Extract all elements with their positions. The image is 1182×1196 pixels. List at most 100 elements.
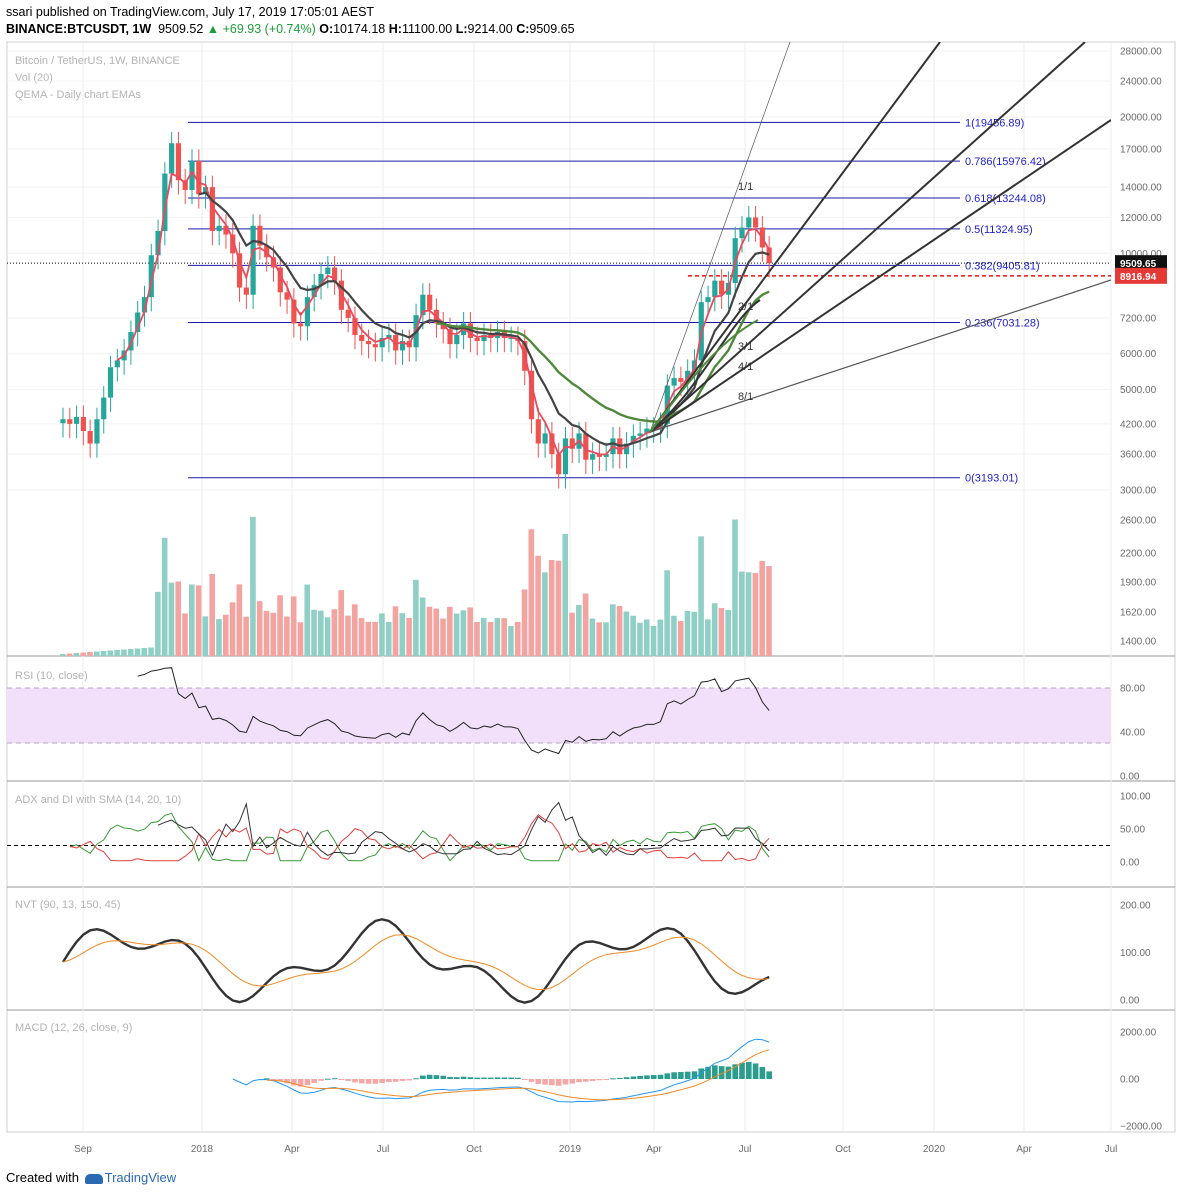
candle-body [230, 234, 236, 254]
x-tick-label: 2018 [191, 1144, 214, 1155]
price-change: ▲ +69.93 (+0.74%) [206, 22, 316, 36]
macd-histogram-bar [678, 1072, 684, 1079]
candle-body [284, 292, 290, 300]
candle-body [169, 143, 175, 174]
volume-bar [623, 611, 630, 656]
footer-brand: TradingView [104, 1170, 177, 1185]
volume-bar [318, 610, 324, 656]
macd-histogram-bar [440, 1075, 447, 1079]
line-price-tag-label: 8916.94 [1120, 272, 1157, 283]
volume-bar [80, 652, 86, 656]
volume-bar [609, 604, 616, 656]
volume-bar [148, 647, 154, 656]
candle-body [345, 309, 351, 318]
volume-bar [766, 566, 772, 656]
candle-body [141, 297, 148, 313]
y-tick-label: 6000.00 [1120, 349, 1157, 360]
volume-bar [392, 606, 399, 656]
x-tick-label: Apr [284, 1144, 300, 1155]
volume-bar [290, 596, 297, 656]
volume-bar [365, 621, 372, 656]
volume-bar [229, 602, 236, 656]
y-tick-label: 7200.00 [1120, 313, 1157, 324]
fib-level-label: 0.236(7031.28) [965, 318, 1040, 330]
di-plus-line [69, 812, 770, 862]
macd-histogram-bar [447, 1076, 453, 1079]
candle-body [107, 367, 114, 398]
volume-bar [338, 590, 344, 656]
volume-bar [582, 593, 589, 656]
y-tick-label: 3600.00 [1120, 450, 1157, 461]
volume-bar [739, 571, 745, 656]
macd-histogram-bar [745, 1062, 752, 1079]
volume-bar [351, 604, 358, 656]
volume-bar [718, 608, 725, 656]
volume-bar [311, 609, 317, 656]
candle-body [637, 433, 643, 436]
volume-bar [630, 615, 636, 656]
volume-bar [345, 615, 351, 656]
y-tick-label: 14000.00 [1120, 183, 1162, 194]
adx-tick-label: 0.00 [1120, 858, 1140, 869]
candle-body [474, 337, 480, 342]
x-tick-label: Jul [377, 1144, 390, 1155]
volume-bar [189, 584, 195, 656]
candle-body [236, 253, 243, 288]
volume-bar [759, 560, 765, 656]
macd-histogram-bar [460, 1076, 467, 1079]
x-tick-label: Sep [74, 1144, 92, 1155]
macd-histogram-bar [325, 1078, 331, 1080]
candle-body [182, 180, 188, 190]
volume-bar [433, 608, 440, 656]
macd-histogram-bar [732, 1064, 739, 1079]
rsi-line [137, 667, 770, 755]
volume-bar [263, 611, 270, 656]
volume-bar [514, 622, 521, 656]
volume-bar [155, 591, 161, 656]
candle-body [338, 280, 344, 310]
volume-bar [664, 570, 670, 656]
macd-histogram-bar [752, 1063, 759, 1079]
macd-histogram-bar [508, 1077, 514, 1079]
x-tick-label: 2020 [923, 1144, 946, 1155]
volume-bar [66, 653, 73, 656]
symbol: BINANCE:BTCUSDT, 1W [6, 22, 152, 36]
di-minus-line [69, 813, 770, 862]
x-tick-label: Apr [1016, 1144, 1032, 1155]
tradingview-logo-icon [84, 1173, 103, 1184]
volume-bar [752, 573, 759, 656]
high-value: 11100.00 [401, 22, 453, 36]
symbol-line: BINANCE:BTCUSDT, 1W 9509.52 ▲ +69.93 (+0… [6, 22, 575, 36]
candle-body [603, 454, 609, 457]
candle-body [542, 433, 548, 444]
volume-bar [385, 622, 392, 656]
candle-body [549, 433, 555, 455]
vol-tick-label: 2600.00 [1120, 516, 1157, 527]
macd-histogram-bar [379, 1079, 385, 1084]
candle-body [298, 323, 304, 327]
macd-histogram-bar [284, 1079, 290, 1084]
gann-fan-line [649, 299, 761, 433]
candle-body [535, 419, 541, 444]
macd-histogram-bar [650, 1075, 657, 1079]
close-value: 9509.65 [529, 22, 575, 36]
candle-body [583, 433, 589, 460]
vol-subtitle: Vol (20) [15, 72, 53, 84]
last-price-tag-label: 9509.65 [1120, 259, 1157, 270]
candle-body [630, 435, 636, 444]
macd-histogram-bar [365, 1079, 372, 1084]
nvt-tick-label: 200.00 [1120, 901, 1151, 912]
gann-fan-label: 8/1 [738, 391, 753, 403]
candle-body [60, 419, 66, 424]
candle-body [379, 337, 385, 348]
volume-bar [413, 579, 419, 656]
candle-body [528, 370, 535, 420]
volume-bar [562, 534, 569, 656]
candle-body [569, 438, 575, 449]
candle-body [365, 341, 372, 345]
volume-bar [555, 560, 562, 656]
gann-fan-label: 3/1 [738, 341, 753, 353]
macd-histogram-bar [712, 1065, 718, 1079]
vol-tick-label: 2200.00 [1120, 549, 1157, 560]
